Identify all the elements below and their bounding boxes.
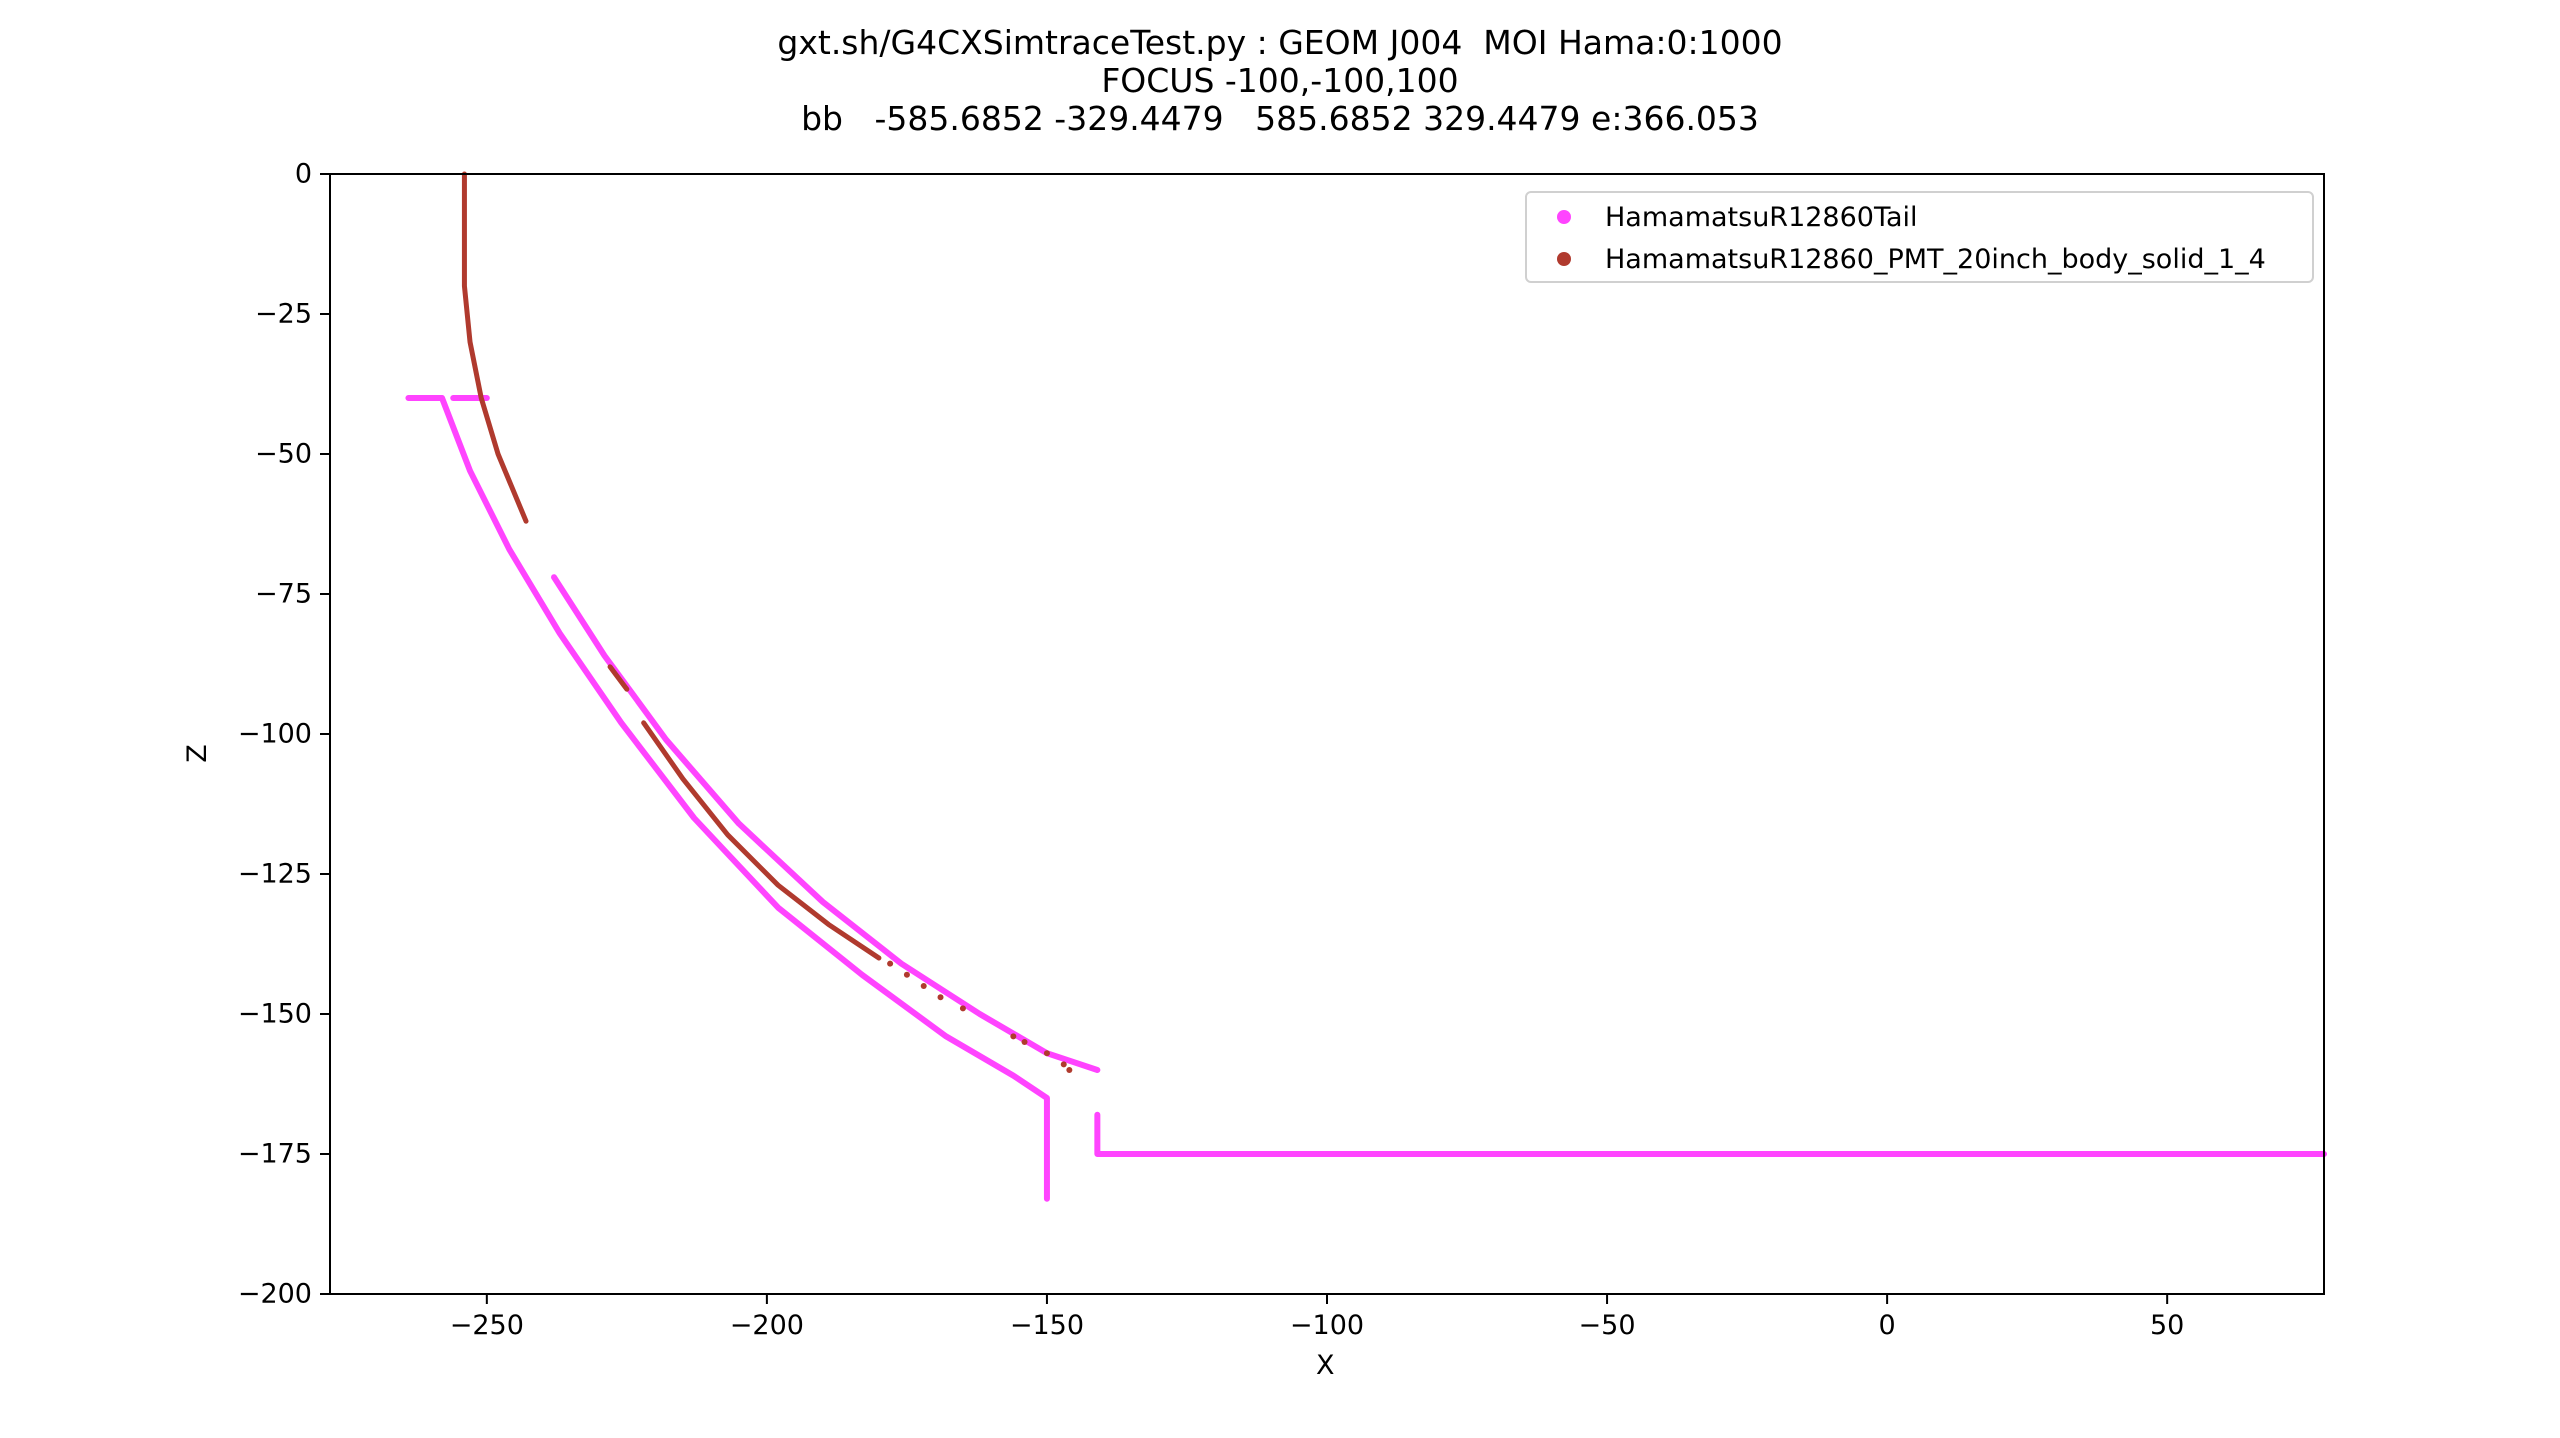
y-tick-label: −125 [237, 858, 312, 890]
x-tick-label: −100 [1289, 1310, 1365, 1341]
x-tick-label: 0 [1878, 1310, 1896, 1341]
y-tick-label: −175 [237, 1138, 312, 1170]
x-tick-label: −250 [449, 1310, 524, 1341]
series-1-point-7 [1043, 1050, 1050, 1057]
legend-marker-body [1557, 252, 1571, 266]
series-1-point-1 [903, 971, 910, 978]
chart-title-line-1: gxt.sh/G4CXSimtraceTest.py : GEOM J004 M… [777, 23, 1783, 62]
legend-entry-tail: HamamatsuR12860Tail [1549, 197, 1918, 237]
series-1-trace-2 [607, 664, 630, 692]
series-1-point-9 [1066, 1067, 1073, 1073]
x-tick-label: −50 [1578, 1310, 1636, 1341]
series-1-point-8 [1060, 1061, 1067, 1068]
y-tick-label: −50 [255, 438, 312, 470]
series-1-point-2 [920, 983, 927, 989]
y-tick-label: −200 [237, 1278, 312, 1310]
series-1-trace-0 [461, 171, 529, 524]
series-layer [405, 171, 2327, 1202]
y-tick-label: 0 [294, 158, 312, 190]
y-tick-label: −150 [237, 998, 312, 1030]
chart-title-line-2: FOCUS -100,-100,100 [1101, 61, 1459, 100]
tick-layer [320, 173, 2169, 1304]
series-0-trace-0 [405, 395, 1050, 1202]
series-1-point-4 [959, 1005, 966, 1012]
series-1-trace-1 [641, 720, 882, 961]
y-tick-label: −100 [237, 718, 312, 750]
y-tick-label: −25 [255, 298, 312, 330]
series-0-trace-3 [1094, 1111, 2327, 1157]
x-tick-label: −200 [729, 1310, 804, 1341]
series-1-point-5 [1010, 1033, 1017, 1040]
series-1-point-3 [937, 994, 944, 1001]
x-axis-label: X [1316, 1350, 1335, 1381]
legend: HamamatsuR12860Tail HamamatsuR12860_PMT_… [1525, 191, 2314, 283]
legend-label-body: HamamatsuR12860_PMT_20inch_body_solid_1_… [1605, 243, 2266, 275]
y-tick-label: −75 [255, 578, 312, 610]
legend-entry-body: HamamatsuR12860_PMT_20inch_body_solid_1_… [1549, 239, 2266, 279]
series-1-point-6 [1021, 1039, 1028, 1045]
x-tick-label: −150 [1009, 1310, 1085, 1341]
series-0-trace-2 [551, 574, 1101, 1073]
series-1-point-0 [887, 960, 894, 967]
series-1 [461, 171, 1073, 1073]
x-tick-label: 50 [2149, 1310, 2185, 1341]
chart-title-line-3: bb -585.6852 -329.4479 585.6852 329.4479… [801, 99, 1759, 138]
legend-label-tail: HamamatsuR12860Tail [1605, 201, 1918, 233]
legend-marker-tail [1557, 210, 1571, 224]
